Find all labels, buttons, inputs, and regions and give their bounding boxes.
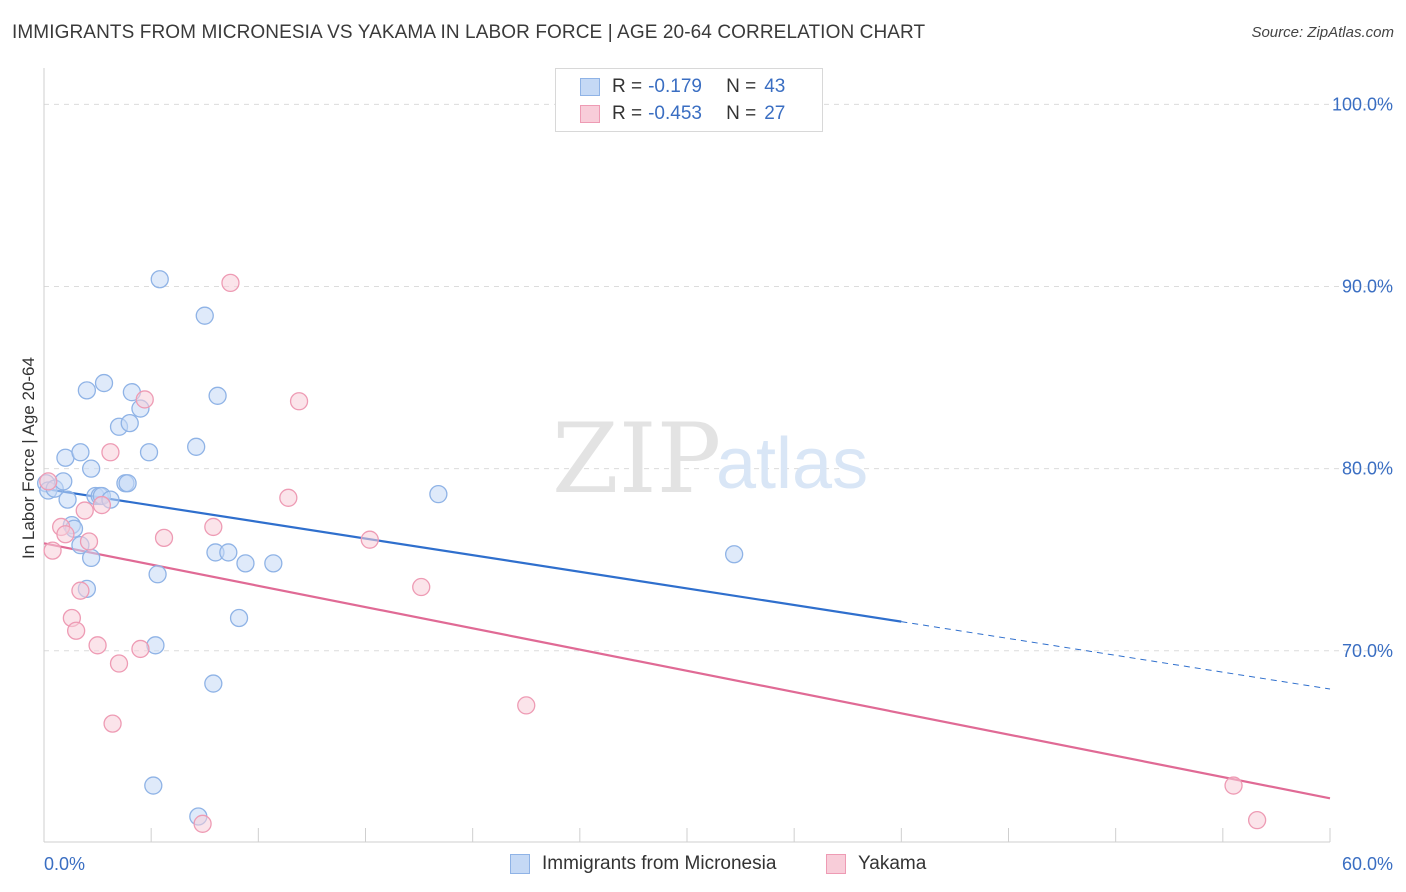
point-micronesia xyxy=(236,554,255,573)
point-micronesia xyxy=(725,545,744,564)
data-points xyxy=(36,270,1267,833)
point-micronesia xyxy=(82,548,101,568)
legend-n-value: 27 xyxy=(764,103,786,124)
point-yakama xyxy=(101,443,120,462)
point-yakama xyxy=(103,714,122,733)
legend-row-micronesia: R = -0.179 N = 43 xyxy=(580,75,785,99)
point-yakama xyxy=(154,528,174,548)
point-micronesia xyxy=(195,306,214,325)
point-micronesia xyxy=(229,608,249,628)
point-micronesia xyxy=(94,373,114,393)
point-yakama xyxy=(67,621,86,640)
bottom-legend-swatch-pink xyxy=(826,854,846,874)
y-tick-label: 90.0% xyxy=(1342,277,1393,297)
legend-r-value: -0.179 xyxy=(648,76,702,97)
bottom-legend-yakama: Yakama xyxy=(826,852,926,876)
chart-title: IMMIGRANTS FROM MICRONESIA VS YAKAMA IN … xyxy=(12,22,926,43)
point-yakama xyxy=(79,532,99,551)
point-micronesia xyxy=(219,543,238,562)
point-micronesia xyxy=(187,437,206,456)
y-axis-label: In Labor Force | Age 20-64 xyxy=(19,357,38,559)
point-micronesia xyxy=(120,413,139,433)
stats-legend: R = -0.179 N = 43 R = -0.453 N = 27 xyxy=(555,68,823,132)
point-micronesia xyxy=(139,443,159,462)
legend-swatch-blue xyxy=(580,78,600,96)
point-micronesia xyxy=(148,565,167,584)
trendline-extension-micronesia xyxy=(901,621,1331,690)
point-yakama xyxy=(517,696,536,715)
watermark-zip: ZIP xyxy=(552,403,721,515)
point-micronesia xyxy=(204,674,223,693)
trendlines xyxy=(43,487,1331,800)
trendline-yakama xyxy=(43,542,1331,800)
bottom-legend-swatch-blue xyxy=(510,854,530,874)
point-yakama xyxy=(412,577,431,597)
point-micronesia xyxy=(71,443,90,462)
watermark: ZIP atlas xyxy=(552,403,868,515)
point-yakama xyxy=(1247,810,1267,830)
legend-r-value: -0.453 xyxy=(648,103,702,124)
y-tick-labels: 70.0% 80.0% 90.0% 100.0% xyxy=(1332,94,1393,660)
point-micronesia xyxy=(77,381,97,400)
point-yakama xyxy=(75,501,94,520)
bottom-legend-label: Yakama xyxy=(858,853,927,874)
point-micronesia xyxy=(144,776,163,795)
point-micronesia xyxy=(208,386,227,405)
point-yakama xyxy=(360,530,379,549)
legend-r-label: R = xyxy=(612,76,643,97)
point-yakama xyxy=(204,517,223,537)
point-yakama xyxy=(135,390,154,409)
legend-n-value: 43 xyxy=(764,76,786,97)
legend-swatch-pink xyxy=(580,105,600,123)
legend-n-label: N = xyxy=(726,103,757,124)
source-label: Source: ZipAtlas.com xyxy=(1251,24,1394,41)
point-yakama xyxy=(88,636,107,655)
point-micronesia xyxy=(146,636,165,655)
point-micronesia xyxy=(58,490,77,509)
point-yakama xyxy=(131,639,150,659)
legend-row-yakama: R = -0.453 N = 27 xyxy=(580,102,785,126)
point-yakama xyxy=(221,273,240,293)
point-yakama xyxy=(1224,776,1243,795)
point-yakama xyxy=(56,525,75,544)
watermark-atlas: atlas xyxy=(716,424,868,504)
point-micronesia xyxy=(82,459,101,478)
point-yakama xyxy=(109,654,129,673)
x-tick-label-min: 0.0% xyxy=(44,854,85,874)
point-yakama xyxy=(289,392,309,411)
point-yakama xyxy=(279,488,298,507)
y-tick-label: 100.0% xyxy=(1332,94,1393,114)
point-yakama xyxy=(92,495,112,515)
y-tick-label: 70.0% xyxy=(1342,641,1393,661)
point-micronesia xyxy=(118,474,137,493)
bottom-legend-micronesia: Immigrants from Micronesia xyxy=(510,852,776,876)
point-yakama xyxy=(193,814,212,833)
y-tick-label: 80.0% xyxy=(1342,459,1393,479)
trendline-micronesia xyxy=(43,487,902,623)
point-yakama xyxy=(43,541,62,560)
point-yakama xyxy=(71,581,90,600)
legend-r-label: R = xyxy=(612,103,643,124)
point-yakama xyxy=(39,472,58,491)
legend-n-label: N = xyxy=(726,76,757,97)
point-micronesia xyxy=(429,485,448,504)
point-micronesia xyxy=(264,554,283,573)
x-tick-label-max: 60.0% xyxy=(1342,854,1393,874)
bottom-legend-label: Immigrants from Micronesia xyxy=(542,853,777,874)
x-ticks xyxy=(43,828,1331,842)
point-micronesia xyxy=(150,270,169,289)
